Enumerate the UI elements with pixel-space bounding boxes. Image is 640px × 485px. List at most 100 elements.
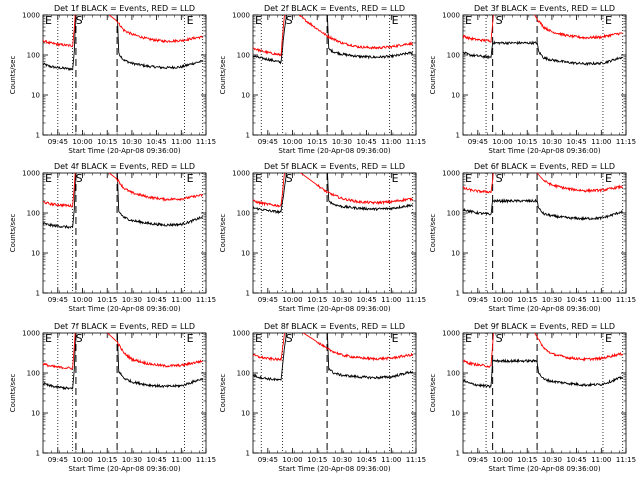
plot-frame [252, 332, 417, 454]
y-axis-title: Counts/sec [429, 56, 437, 95]
interval-flag-label: S [286, 14, 293, 27]
plot-frame [42, 332, 207, 454]
x-tick-label: 10:15 [307, 138, 327, 146]
y-tick-label: 1 [36, 290, 40, 298]
x-tick-label: 10:45 [357, 456, 377, 464]
y-tick-label: 1 [246, 450, 250, 458]
y-tick-label: 1000 [442, 12, 460, 20]
x-tick-label: 11:15 [406, 296, 426, 304]
y-axis-title: Counts/sec [429, 374, 437, 413]
x-tick-label: 10:45 [567, 138, 587, 146]
y-tick-label: 1 [36, 450, 40, 458]
x-tick-label: 10:00 [492, 456, 512, 464]
x-axis-title: Start Time (20-Apr-08 09:36:00) [278, 305, 390, 313]
interval-flag-label: S [76, 14, 83, 27]
y-axis-title: Counts/sec [219, 374, 227, 413]
y-tick-label: 10 [241, 92, 250, 100]
plot-frame [462, 14, 627, 136]
plot-frame [462, 172, 627, 294]
y-tick-label: 1000 [22, 330, 40, 338]
panel-title: Det 7f BLACK = Events, RED = LLD [54, 322, 195, 331]
plot-frame [462, 332, 627, 454]
x-tick-label: 10:00 [282, 296, 302, 304]
x-tick-label: 10:00 [492, 138, 512, 146]
x-axis-title: Start Time (20-Apr-08 09:36:00) [278, 147, 390, 155]
y-tick-label: 10 [31, 250, 40, 258]
lld-series-line [43, 333, 203, 370]
y-tick-label: 1000 [22, 170, 40, 178]
interval-flag-label: E [605, 172, 612, 185]
interval-flag-label: E [465, 172, 472, 185]
y-axis-title: Counts/sec [429, 214, 437, 253]
y-tick-label: 10 [31, 410, 40, 418]
events-series-line [253, 333, 413, 382]
y-tick-label: 10 [451, 92, 460, 100]
detector-panel-6: Det 6f BLACK = Events, RED = LLD Counts/s… [429, 162, 636, 313]
panel-title: Det 3f BLACK = Events, RED = LLD [474, 4, 615, 13]
x-tick-label: 11:00 [591, 296, 611, 304]
interval-flag-label: S [76, 332, 83, 345]
x-tick-label: 11:15 [196, 456, 216, 464]
x-tick-label: 10:45 [357, 296, 377, 304]
x-tick-label: 11:00 [591, 456, 611, 464]
y-tick-label: 1000 [232, 170, 250, 178]
x-tick-label: 10:30 [122, 296, 142, 304]
interval-flag-label: S [286, 172, 293, 185]
x-tick-label: 11:00 [171, 296, 191, 304]
plot-frame [252, 172, 417, 294]
x-tick-label: 09:45 [258, 138, 278, 146]
interval-flag-label: E [465, 332, 472, 345]
x-tick-label: 10:45 [147, 296, 167, 304]
events-series-line [43, 333, 204, 391]
x-tick-label: 10:00 [72, 138, 92, 146]
y-tick-label: 10 [241, 250, 250, 258]
x-axis-title: Start Time (20-Apr-08 09:36:00) [488, 305, 600, 313]
x-tick-label: 10:30 [122, 138, 142, 146]
y-tick-label: 1 [36, 132, 40, 140]
interval-flag-label: S [496, 14, 503, 27]
lld-series-line [253, 15, 414, 57]
y-tick-label: 1000 [22, 12, 40, 20]
interval-flag-label: E [392, 14, 399, 27]
y-tick-label: 100 [27, 210, 40, 218]
x-tick-label: 09:45 [48, 138, 68, 146]
x-tick-label: 10:30 [542, 138, 562, 146]
x-axis-title: Start Time (20-Apr-08 09:36:00) [278, 465, 390, 473]
y-tick-label: 10 [451, 250, 460, 258]
interval-flag-label: E [187, 172, 194, 185]
plot-frame [42, 14, 207, 136]
lld-series-line [253, 333, 414, 362]
x-tick-label: 10:30 [542, 456, 562, 464]
interval-flag-label: E [45, 14, 52, 27]
x-tick-label: 09:45 [468, 456, 488, 464]
interval-flag-label: E [392, 332, 399, 345]
x-tick-label: 10:30 [332, 138, 352, 146]
x-tick-label: 10:15 [517, 456, 537, 464]
x-tick-label: 11:15 [406, 456, 426, 464]
interval-flag-label: E [465, 14, 472, 27]
y-axis-title: Counts/sec [9, 56, 17, 95]
x-tick-label: 10:00 [282, 138, 302, 146]
x-axis-title: Start Time (20-Apr-08 09:36:00) [488, 147, 600, 155]
x-tick-label: 10:15 [97, 296, 117, 304]
y-axis-title: Counts/sec [9, 374, 17, 413]
interval-flag-label: E [45, 332, 52, 345]
y-axis-title: Counts/sec [9, 214, 17, 253]
lld-series-line [43, 173, 203, 208]
lld-series-line [253, 173, 414, 208]
interval-flag-label: E [187, 332, 194, 345]
y-tick-label: 100 [237, 52, 250, 60]
events-series-line [463, 40, 623, 67]
y-tick-label: 100 [237, 370, 250, 378]
x-tick-label: 11:15 [406, 138, 426, 146]
panel-title: Det 1f BLACK = Events, RED = LLD [54, 4, 195, 13]
x-tick-label: 09:45 [258, 296, 278, 304]
events-series-line [253, 15, 414, 65]
x-tick-label: 11:00 [171, 456, 191, 464]
x-tick-label: 10:00 [282, 456, 302, 464]
interval-flag-label: E [605, 332, 612, 345]
x-tick-label: 10:30 [542, 296, 562, 304]
detector-panel-4: Det 4f BLACK = Events, RED = LLD Counts/s… [9, 162, 216, 313]
